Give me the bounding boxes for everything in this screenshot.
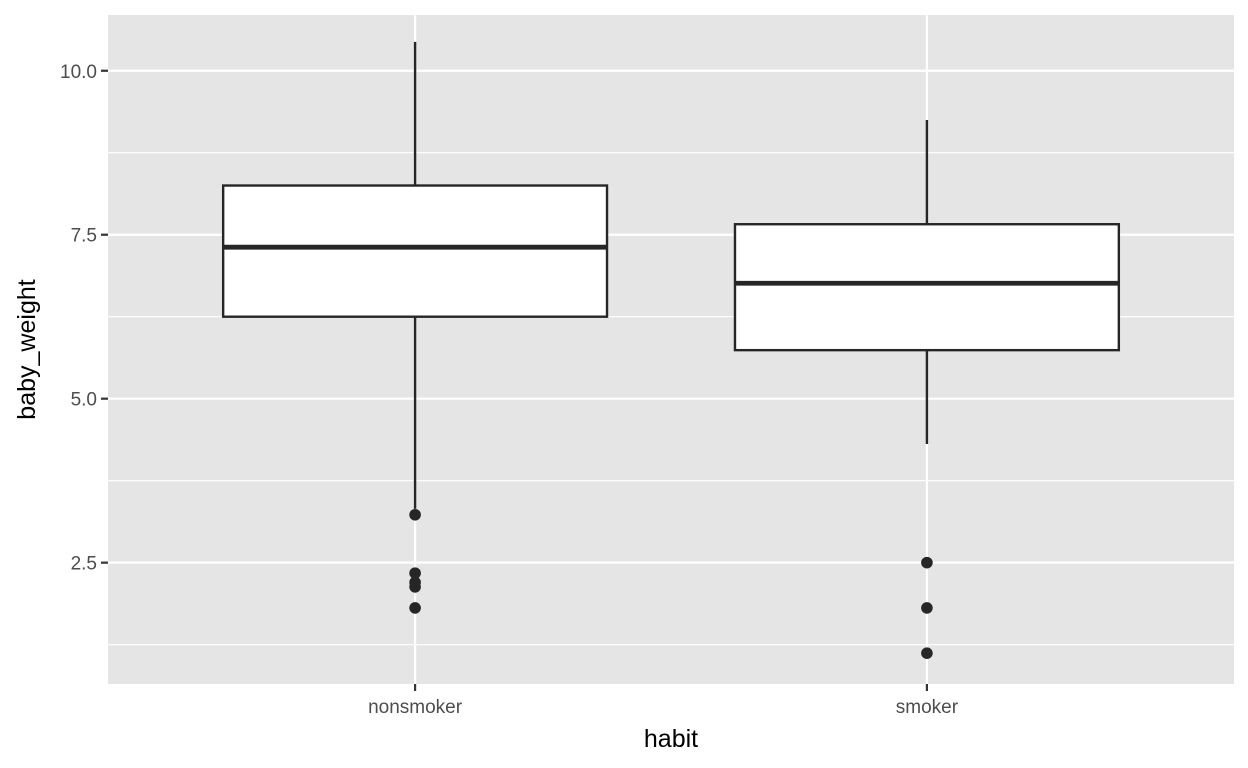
x-axis-title: habit: [644, 725, 698, 753]
outlier-point: [921, 602, 933, 614]
outlier-point: [409, 581, 421, 593]
x-tick-label: smoker: [896, 697, 959, 718]
boxes: [221, 41, 1121, 659]
box-iqr: [733, 223, 1121, 352]
box-nonsmoker: [221, 41, 609, 614]
y-tick-label: 10.0: [60, 62, 97, 83]
y-tick-label: 5.0: [71, 390, 97, 411]
y-axis-title: baby_weight: [13, 279, 41, 419]
outlier-point: [409, 567, 421, 579]
x-tick-label: nonsmoker: [368, 697, 463, 718]
box-smoker: [733, 119, 1121, 659]
outlier-point: [409, 508, 421, 521]
x-axis: nonsmoker smoker: [368, 684, 959, 718]
y-tick-label: 7.5: [71, 226, 97, 247]
outlier-point: [409, 602, 421, 614]
y-axis: 2.5 5.0 7.5 10.0: [60, 62, 108, 575]
box-iqr: [221, 184, 609, 318]
outlier-point: [921, 647, 933, 659]
y-tick-label: 2.5: [71, 554, 97, 575]
outlier-point: [921, 556, 933, 569]
